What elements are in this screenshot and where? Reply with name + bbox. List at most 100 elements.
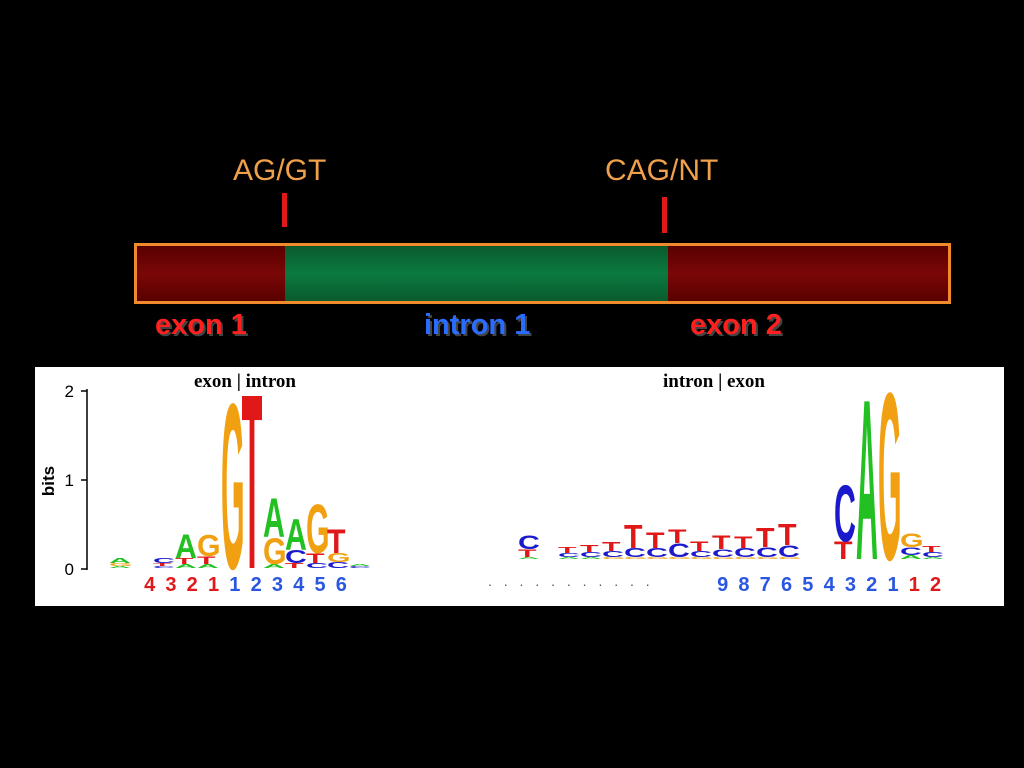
logo-letter-G: G: [690, 557, 714, 560]
logo-letter-T: T: [690, 539, 709, 554]
position-number: 3: [271, 574, 283, 596]
logo-letter-A: A: [175, 563, 197, 569]
intron-1-segment: [285, 246, 668, 301]
logo-letter-A: A: [922, 557, 944, 560]
exon-1-segment: [137, 246, 285, 301]
logo-letter-T: [249, 396, 255, 568]
logo-letter-G: G: [646, 557, 670, 560]
y-axis-label: bits: [39, 466, 58, 496]
logo-letter-G: G: [878, 344, 902, 611]
y-tick-label-0: 0: [65, 560, 74, 579]
logo-letter-T: T: [734, 534, 753, 552]
logo-letter-C: C: [285, 547, 307, 567]
logo-letter-C: C: [349, 566, 371, 569]
position-number: 2: [186, 574, 198, 596]
logo-letter-C: C: [834, 468, 856, 558]
position-number: 1: [229, 574, 241, 596]
logo-letter-G: G: [778, 557, 802, 560]
logo-letter-T: T: [922, 545, 941, 554]
logo-letter-T: T: [197, 554, 216, 567]
logo-letter-T: T: [778, 518, 797, 552]
donor-site-marker: [282, 193, 287, 227]
logo-letter-C: C: [306, 562, 328, 570]
logo-letter-T: T: [834, 537, 853, 565]
logo-letter-C: C: [624, 546, 646, 560]
logo-letter-C: C: [327, 561, 349, 570]
logo-letter-C: C: [690, 550, 712, 559]
logo-letter-T: T: [646, 528, 665, 553]
logo-letter-T: T: [712, 532, 731, 553]
logo-letter-C: C: [922, 551, 944, 559]
logo-letter-A: A: [175, 527, 197, 565]
logo-letter-T: T: [175, 557, 194, 566]
position-number: 2: [250, 574, 262, 596]
logo-letter-C: C: [602, 550, 624, 559]
intron-1-label: intron 1: [424, 309, 531, 341]
y-tick-label-2: 2: [65, 382, 74, 401]
logo-letter-A: A: [558, 557, 580, 560]
y-tick-label-1: 1: [65, 471, 74, 490]
position-number: 5: [802, 574, 814, 596]
position-number: 3: [165, 574, 177, 596]
logo-letter-T: T: [668, 526, 687, 547]
acceptor-site-label: CAG/NT: [605, 154, 719, 187]
position-number: 4: [823, 574, 835, 596]
acceptor-logo-title: intron | exon: [662, 371, 765, 392]
position-number: 1: [908, 574, 920, 596]
logo-letter-G: G: [624, 557, 648, 560]
logo-letter-C: C: [756, 545, 778, 560]
exon-1-label: exon 1: [155, 309, 247, 341]
logo-letter-T: T: [602, 540, 621, 554]
logo-letter-G: G: [900, 530, 924, 551]
logo-letter-G: G: [602, 557, 626, 560]
logo-letter-C: C: [646, 546, 668, 560]
exon-2-label: exon 2: [690, 309, 782, 341]
logo-letter-C: C: [900, 545, 922, 558]
logo-letter-C: C: [558, 552, 580, 558]
logo-letter-G: G: [712, 557, 736, 560]
logo-letter-A: A: [263, 563, 285, 569]
logo-letter-T: T: [580, 543, 599, 554]
logo-letter-T: T: [558, 546, 577, 555]
logo-letter-C: C: [778, 543, 800, 561]
logo-letter-A: A: [109, 566, 131, 569]
position-number: 8: [738, 574, 750, 596]
position-number: 5: [314, 574, 326, 596]
logo-letter-C: C: [153, 566, 175, 569]
logo-letter-T: T: [518, 547, 537, 560]
position-number: 1: [887, 574, 899, 596]
position-number: 1: [207, 574, 220, 596]
logo-letter-A: A: [285, 511, 307, 560]
donor-site-label: AG/GT: [233, 154, 327, 187]
logo-letter-G: G: [668, 557, 692, 560]
logo-letter-A: A: [518, 557, 540, 560]
logo-letter-A: A: [109, 557, 131, 565]
logo-letter-T: T: [306, 551, 325, 566]
logo-letter-G: G: [109, 562, 133, 567]
logo-letter-A: A: [349, 564, 371, 567]
logo-letter-G: G: [327, 551, 351, 565]
logo-letter-T: T: [327, 522, 346, 560]
position-number: 6: [335, 574, 347, 596]
logo-letter-G: G: [263, 531, 287, 573]
position-number: 6: [780, 574, 793, 596]
position-number: 4: [293, 574, 305, 596]
position-number: 9: [717, 574, 729, 596]
logo-letter-A: A: [900, 554, 922, 560]
logo-letter-T: T: [624, 518, 643, 556]
logo-letter-T: T: [153, 562, 171, 567]
logo-letter-A: A: [580, 557, 602, 560]
position-number: 4: [144, 574, 156, 596]
logo-letter-G: G: [197, 529, 221, 563]
logo-letter-G: G: [306, 492, 330, 568]
gene-structure-bar: [134, 243, 951, 304]
acceptor-site-marker: [662, 197, 667, 233]
